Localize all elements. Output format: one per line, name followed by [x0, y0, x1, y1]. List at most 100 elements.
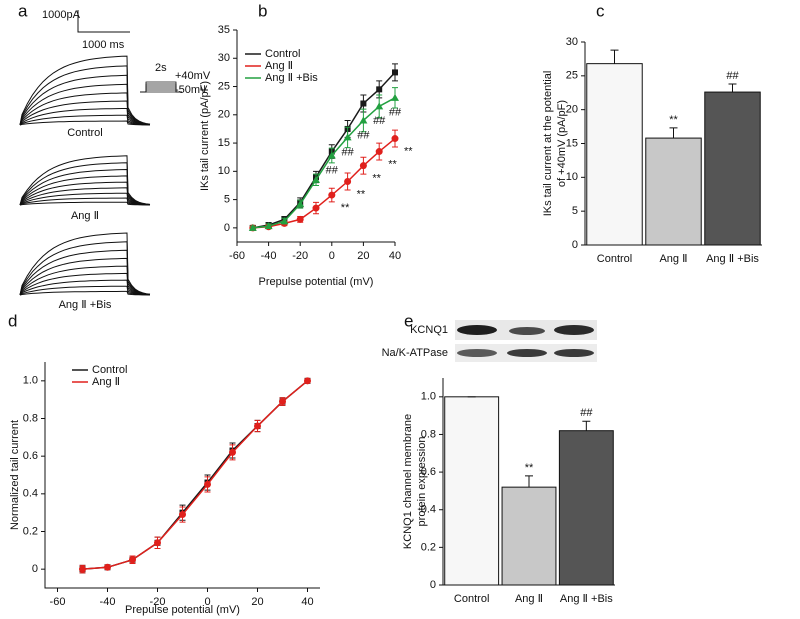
marker	[129, 556, 136, 564]
current-trace	[19, 83, 151, 126]
x-tick-label: -40	[261, 250, 277, 262]
y-axis-label: Normalized tail current	[9, 420, 21, 530]
marker	[312, 175, 320, 183]
panel-label: c	[596, 1, 605, 20]
y-tick-label: 0.2	[23, 525, 38, 537]
trace-label: Ang Ⅱ +Bis	[59, 299, 112, 311]
y-tick-label: 30	[566, 36, 578, 48]
marker	[279, 398, 286, 406]
x-tick-label: -60	[229, 250, 245, 262]
y-tick-label: 0	[224, 222, 230, 234]
y-tick-label: 0.8	[421, 428, 436, 440]
blot-band	[554, 349, 594, 357]
marker	[344, 178, 352, 186]
bar	[444, 396, 500, 586]
y-axis-label: of +40mV (pA/pF)	[556, 100, 568, 187]
y-tick-label: 0	[430, 579, 436, 591]
significance: **	[404, 145, 413, 157]
x-tick-label: Control	[454, 593, 489, 605]
y-tick-label: 25	[218, 80, 230, 92]
series-line	[252, 71, 396, 229]
legend-label: Control	[265, 48, 300, 60]
series-line	[252, 97, 396, 229]
marker	[312, 204, 320, 212]
x-tick-label: -20	[150, 596, 166, 608]
legend-label: Ang Ⅱ	[92, 376, 120, 388]
marker	[79, 565, 86, 573]
blot-band	[457, 349, 497, 357]
blot-band	[554, 325, 594, 335]
y-tick-label: 20	[566, 104, 578, 116]
marker	[154, 539, 161, 547]
marker	[343, 133, 352, 141]
x-tick-label: 20	[251, 596, 263, 608]
trace-label: Control	[67, 127, 102, 139]
current-trace	[19, 290, 151, 296]
current-trace	[19, 241, 151, 296]
y-tick-label: 10	[218, 165, 230, 177]
x-tick-label: 20	[357, 250, 369, 262]
bar	[645, 137, 702, 246]
y-tick-label: 0.8	[23, 412, 38, 424]
error-bar	[525, 475, 533, 488]
bar	[704, 91, 761, 246]
legend-label: Ang Ⅱ	[265, 60, 293, 72]
y-tick-label: 0.4	[421, 504, 436, 516]
y-tick-label: 0.6	[421, 466, 436, 478]
scale-bar	[77, 10, 130, 33]
significance: ##	[326, 164, 339, 176]
marker	[280, 217, 289, 225]
significance: **	[341, 202, 350, 214]
current-trace	[19, 285, 151, 296]
panel-label: b	[258, 1, 267, 20]
blot-label: Na/K-ATPase	[382, 347, 448, 359]
y-tick-label: 0	[32, 563, 38, 575]
current-trace	[19, 65, 151, 126]
y-tick-label: 5	[224, 194, 230, 206]
y-tick-label: 1.0	[421, 391, 436, 403]
x-tick-label: Control	[597, 253, 632, 265]
y-axis-label: IKs tail current (pA/pF)	[199, 81, 211, 191]
marker	[296, 215, 304, 223]
blot-band	[507, 349, 547, 357]
significance: **	[669, 114, 678, 126]
x-tick-label: Ang Ⅱ	[515, 593, 543, 605]
marker	[375, 148, 383, 156]
marker	[360, 100, 367, 107]
marker	[179, 511, 186, 519]
current-trace	[19, 108, 151, 126]
marker	[304, 377, 311, 385]
y-tick-label: 1.0	[23, 375, 38, 387]
significance: **	[388, 158, 397, 170]
y-tick-label: 25	[566, 70, 578, 82]
marker	[248, 223, 257, 231]
current-trace	[19, 100, 151, 126]
error-bar	[610, 49, 619, 64]
blot-band	[509, 327, 545, 335]
x-tick-label: Ang Ⅱ	[659, 253, 687, 265]
significance: **	[525, 462, 534, 474]
current-trace	[19, 232, 151, 296]
current-trace	[19, 175, 151, 206]
y-tick-label: 15	[566, 137, 578, 149]
x-tick-label: -60	[50, 596, 66, 608]
marker	[328, 191, 336, 199]
current-trace	[19, 120, 150, 126]
marker	[327, 151, 336, 159]
current-trace	[19, 257, 151, 296]
x-tick-label: -20	[292, 250, 308, 262]
current-trace	[19, 114, 151, 126]
series-line	[82, 380, 308, 570]
marker	[229, 448, 236, 456]
y-axis-label: protein expression	[416, 437, 428, 527]
trace-label: Ang Ⅱ	[71, 210, 99, 222]
current-trace	[19, 155, 151, 206]
x-tick-label: Ang Ⅱ +Bis	[706, 253, 759, 265]
y-tick-label: 10	[566, 171, 578, 183]
current-trace	[19, 168, 151, 206]
x-axis-label: Prepulse potential (mV)	[259, 276, 374, 288]
legend-label: Control	[92, 364, 127, 376]
y-axis-label: IKs tail current at the potential	[542, 71, 554, 217]
y-tick-label: 15	[218, 137, 230, 149]
